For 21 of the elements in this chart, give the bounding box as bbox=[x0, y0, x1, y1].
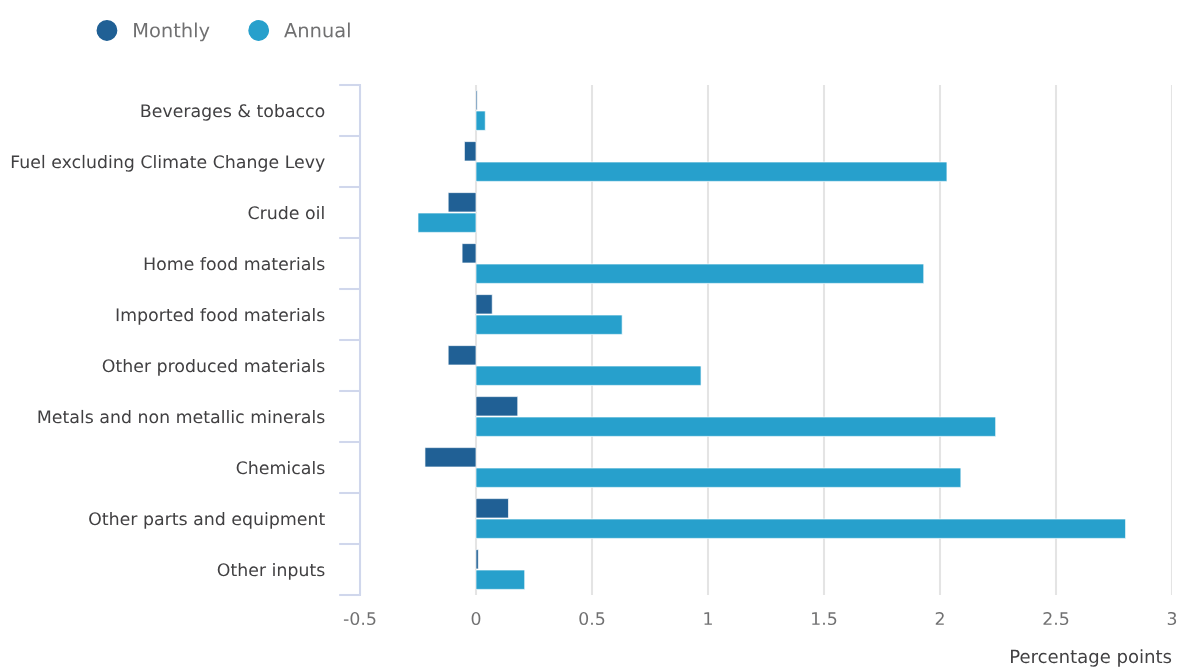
x-axis-title: Percentage points bbox=[1011, 649, 1172, 667]
y-tick-label: Other inputs bbox=[217, 562, 325, 580]
y-tick-label: Fuel excluding Climate Change Levy bbox=[11, 154, 325, 172]
x-tick-label: 0 bbox=[471, 611, 481, 626]
legend-label: Annual bbox=[284, 22, 350, 38]
y-tick-label: Beverages & tobacco bbox=[141, 103, 325, 121]
y-tick-label: Other parts and equipment bbox=[89, 511, 325, 529]
y-tick-label: Imported food materials bbox=[116, 307, 325, 325]
x-tick-label: -0.5 bbox=[343, 611, 376, 626]
x-tick-label: 2 bbox=[935, 611, 944, 625]
y-tick-label: Other produced materials bbox=[102, 358, 325, 376]
y-tick-label: Metals and non metallic minerals bbox=[38, 409, 325, 424]
y-tick-label: Chemicals bbox=[236, 460, 325, 475]
x-tick-label: 2.5 bbox=[1043, 611, 1069, 626]
y-tick-label: Crude oil bbox=[248, 205, 324, 220]
legend-label: Monthly bbox=[134, 22, 210, 42]
x-tick-label: 3 bbox=[1167, 611, 1177, 626]
y-tick-label: Home food materials bbox=[144, 256, 325, 271]
x-tick-label: 1.5 bbox=[812, 612, 837, 626]
x-tick-label: 0.5 bbox=[579, 611, 605, 626]
x-tick-label: 1 bbox=[704, 612, 712, 625]
